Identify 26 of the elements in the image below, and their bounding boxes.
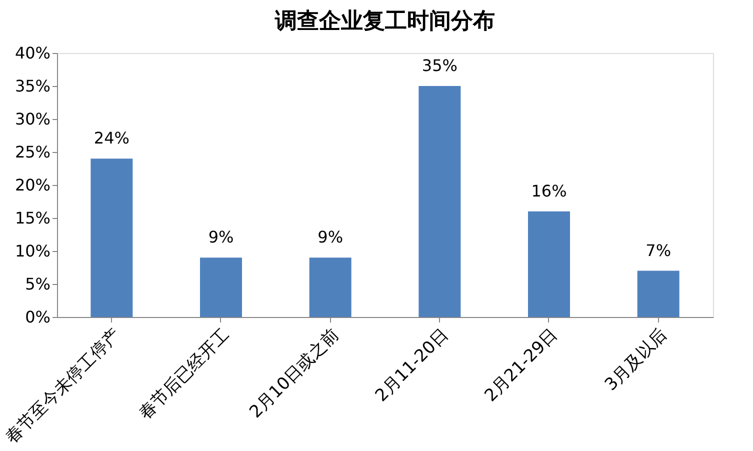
chart-title: 调查企业复工时间分布 [274, 9, 495, 34]
bar [418, 86, 461, 317]
data-label: 24% [94, 128, 130, 148]
y-tick-label: 5% [25, 274, 50, 294]
bar [309, 258, 352, 317]
y-tick-label: 30% [14, 110, 50, 128]
bar [200, 258, 242, 317]
data-label: 35% [422, 56, 458, 75]
bar [637, 270, 680, 317]
y-tick-label: 20% [14, 176, 50, 194]
y-tick-label: 0% [25, 308, 50, 326]
data-label: 9% [208, 228, 234, 247]
bar [90, 158, 133, 317]
y-tick-label: 40% [14, 44, 50, 62]
bar [528, 211, 570, 317]
y-tick-label: 35% [14, 76, 50, 96]
x-tick-label: 3月及以后 [601, 325, 672, 395]
data-label: 16% [531, 181, 567, 200]
y-tick-label: 10% [14, 242, 50, 260]
data-label: 7% [646, 240, 672, 260]
x-tick-label: 春节后已经开工 [135, 325, 234, 424]
y-tick-label: 25% [14, 142, 50, 162]
x-tick-label: 2月10日或之前 [246, 325, 344, 422]
x-tick-label: 春节至今未停工停产 [2, 325, 124, 448]
y-tick-label: 15% [14, 208, 50, 228]
data-label: 9% [318, 228, 344, 247]
